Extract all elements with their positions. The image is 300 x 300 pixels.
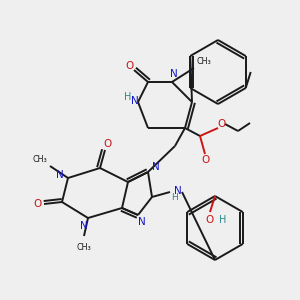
Text: CH₃: CH₃	[76, 244, 92, 253]
Text: N: N	[138, 217, 146, 227]
Text: N: N	[131, 96, 139, 106]
Text: N: N	[174, 186, 182, 196]
Text: O: O	[125, 61, 133, 71]
Text: O: O	[33, 199, 41, 209]
Text: H: H	[171, 193, 177, 202]
Text: O: O	[218, 119, 226, 129]
Text: O: O	[201, 155, 209, 165]
Text: O: O	[103, 139, 111, 149]
Text: N: N	[56, 170, 64, 180]
Text: O: O	[205, 215, 213, 225]
Text: H: H	[124, 92, 132, 102]
Text: N: N	[80, 221, 88, 231]
Text: CH₃: CH₃	[196, 58, 211, 67]
Text: H: H	[219, 215, 227, 225]
Text: N: N	[170, 69, 178, 79]
Text: CH₃: CH₃	[33, 155, 47, 164]
Text: N: N	[152, 162, 160, 172]
